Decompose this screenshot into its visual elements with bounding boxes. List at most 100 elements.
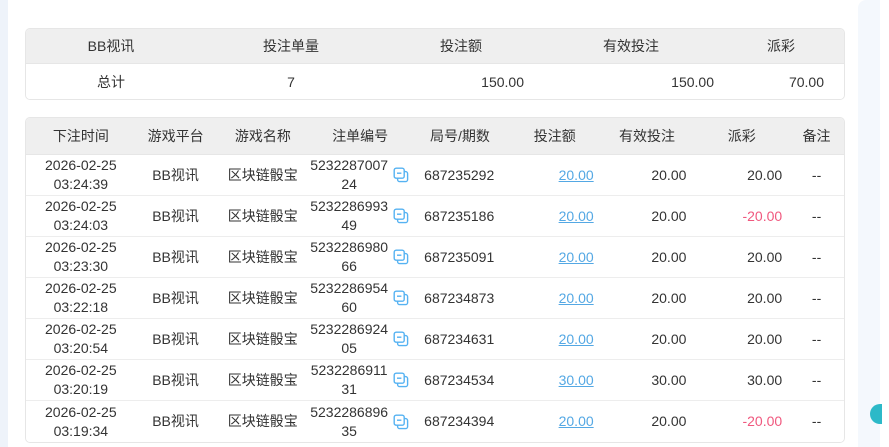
left-edge-strip xyxy=(0,0,8,447)
header-bet-time: 下注时间 xyxy=(52,127,109,144)
table-row: 2026-02-25 03:23:30 BB视讯 区块链骰宝 523228698… xyxy=(26,237,844,278)
bet-time: 2026-02-25 03:22:18 xyxy=(45,280,117,315)
cell-remark: -- xyxy=(811,248,822,265)
summary-header-bet-count: 投注单量 xyxy=(263,38,319,54)
table-row: 2026-02-25 03:20:54 BB视讯 区块链骰宝 523228692… xyxy=(26,319,844,360)
cell-order-id: 523228698066 xyxy=(310,238,410,276)
cell-platform: BB视讯 xyxy=(152,207,199,224)
copy-icon[interactable] xyxy=(392,413,410,431)
bet-time: 2026-02-25 03:20:19 xyxy=(45,362,117,397)
cell-bet-amount: 30.00 xyxy=(510,371,600,390)
cell-bet-amount: 20.00 xyxy=(510,248,600,267)
summary-header-bet-amount: 投注额 xyxy=(440,38,482,54)
cell-payout: 20.00 xyxy=(694,248,789,267)
cell-bet-time: 2026-02-25 03:23:30 xyxy=(26,238,136,276)
cell-round-number: 687235186 xyxy=(424,207,495,224)
cell-payout: 20.00 xyxy=(694,330,789,349)
cell-order-id: 523228692405 xyxy=(310,320,410,358)
cell-bet-amount: 20.00 xyxy=(510,166,600,185)
cell-game-name: 区块链骰宝 xyxy=(227,371,298,388)
copy-icon[interactable] xyxy=(392,371,410,389)
order-number: 523228700724 xyxy=(310,157,389,192)
cell-round-number: 687234394 xyxy=(424,413,495,430)
floating-widget-edge[interactable] xyxy=(870,404,882,424)
order-number: 523228692405 xyxy=(310,321,389,356)
cell-remark: -- xyxy=(811,166,822,183)
bet-time: 2026-02-25 03:20:54 xyxy=(45,321,117,356)
cell-bet-amount: 20.00 xyxy=(510,289,600,308)
cell-valid-bet: 20.00 xyxy=(651,289,687,306)
summary-header-row: BB视讯 投注单量 投注额 有效投注 派彩 xyxy=(26,29,844,64)
cell-valid-bet: 30.00 xyxy=(651,371,687,388)
cell-remark: -- xyxy=(811,330,822,347)
payout-value: -20.00 xyxy=(742,207,783,224)
cell-remark: -- xyxy=(811,371,822,388)
header-bet-amount: 投注额 xyxy=(533,127,576,144)
payout-value: 20.00 xyxy=(747,166,783,183)
cell-remark: -- xyxy=(811,207,822,224)
cell-remark: -- xyxy=(811,289,822,306)
records-table: 下注时间 游戏平台 游戏名称 注单编号 局号/期数 投注额 有效投注 派彩 备注… xyxy=(25,117,845,443)
cell-game-name: 区块链骰宝 xyxy=(227,166,298,183)
payout-value: -20.00 xyxy=(742,413,783,430)
cell-bet-time: 2026-02-25 03:24:03 xyxy=(26,197,136,235)
cell-payout: -20.00 xyxy=(694,412,789,431)
summary-header-payout: 派彩 xyxy=(767,38,795,54)
summary-total-payout: 70.00 xyxy=(788,73,824,90)
bet-time: 2026-02-25 03:24:39 xyxy=(45,157,117,192)
cell-order-id: 523228699349 xyxy=(310,197,410,235)
cell-bet-amount: 20.00 xyxy=(510,207,600,226)
bet-amount-link[interactable]: 20.00 xyxy=(558,330,594,347)
cell-bet-amount: 20.00 xyxy=(510,330,600,349)
copy-icon[interactable] xyxy=(392,166,410,184)
header-game-name: 游戏名称 xyxy=(234,127,291,144)
summary-table: BB视讯 投注单量 投注额 有效投注 派彩 总计 7 150.00 150.00… xyxy=(25,28,845,100)
records-table-body: 2026-02-25 03:24:39 BB视讯 区块链骰宝 523228700… xyxy=(26,155,844,442)
payout-value: 30.00 xyxy=(747,371,783,388)
right-panel-strip xyxy=(858,0,880,447)
cell-platform: BB视讯 xyxy=(152,289,199,306)
order-number: 523228699349 xyxy=(310,198,389,233)
bet-amount-link[interactable]: 20.00 xyxy=(558,248,594,265)
cell-platform: BB视讯 xyxy=(152,371,199,388)
header-platform: 游戏平台 xyxy=(147,127,204,144)
table-row: 2026-02-25 03:24:03 BB视讯 区块链骰宝 523228699… xyxy=(26,196,844,237)
order-number: 523228691131 xyxy=(310,362,388,397)
table-row: 2026-02-25 03:22:18 BB视讯 区块链骰宝 523228695… xyxy=(26,278,844,319)
cell-platform: BB视讯 xyxy=(152,330,199,347)
cell-platform: BB视讯 xyxy=(152,248,199,265)
cell-platform: BB视讯 xyxy=(152,166,199,183)
bet-time: 2026-02-25 03:23:30 xyxy=(45,239,117,274)
summary-total-row: 总计 7 150.00 150.00 70.00 xyxy=(26,64,844,99)
header-payout: 派彩 xyxy=(727,127,756,144)
summary-header-valid-bet: 有效投注 xyxy=(603,38,659,54)
order-number: 523228689635 xyxy=(310,403,389,439)
header-remark: 备注 xyxy=(802,127,831,144)
copy-icon[interactable] xyxy=(392,207,410,225)
cell-payout: 30.00 xyxy=(694,371,789,390)
cell-game-name: 区块链骰宝 xyxy=(227,413,298,430)
bet-amount-link[interactable]: 30.00 xyxy=(558,371,594,388)
bet-amount-link[interactable]: 20.00 xyxy=(558,289,594,306)
bet-time: 2026-02-25 03:19:34 xyxy=(45,403,117,439)
copy-icon[interactable] xyxy=(392,289,410,307)
cell-round-number: 687234631 xyxy=(424,330,495,347)
cell-valid-bet: 20.00 xyxy=(651,248,687,265)
cell-bet-time: 2026-02-25 03:22:18 xyxy=(26,279,136,317)
cell-order-id: 523228691131 xyxy=(310,361,410,399)
payout-value: 20.00 xyxy=(747,289,783,306)
cell-payout: 20.00 xyxy=(694,289,789,308)
order-number: 523228695460 xyxy=(310,280,389,315)
bet-amount-link[interactable]: 20.00 xyxy=(558,207,594,224)
cell-game-name: 区块链骰宝 xyxy=(227,289,298,306)
copy-icon[interactable] xyxy=(392,248,410,266)
cell-game-name: 区块链骰宝 xyxy=(227,330,298,347)
cell-platform: BB视讯 xyxy=(152,413,199,430)
bet-amount-link[interactable]: 20.00 xyxy=(558,166,594,183)
copy-icon[interactable] xyxy=(392,330,410,348)
summary-total-bet-count: 7 xyxy=(287,73,295,90)
header-valid-bet: 有效投注 xyxy=(618,127,675,144)
cell-bet-amount: 20.00 xyxy=(510,412,600,431)
summary-total-bet-amount: 150.00 xyxy=(481,73,524,90)
bet-amount-link[interactable]: 20.00 xyxy=(558,413,594,430)
